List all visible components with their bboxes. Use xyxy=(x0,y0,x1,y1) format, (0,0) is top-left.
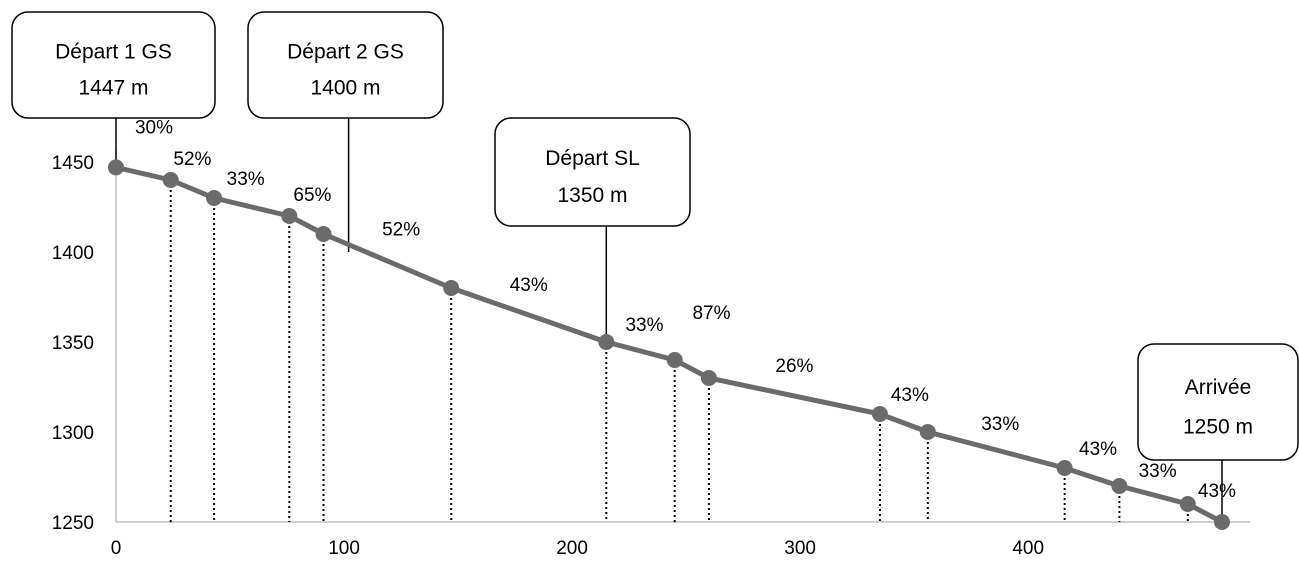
x-tick-label: 200 xyxy=(556,538,588,559)
y-tick-label: 1250 xyxy=(52,513,94,534)
callout-altitude: 1400 m xyxy=(310,76,380,99)
callout-box-frame xyxy=(1137,343,1299,461)
drop-lines xyxy=(169,180,1189,522)
callout-title: Départ 1 GS xyxy=(55,40,172,63)
callout-box: Départ SL 1350 m xyxy=(494,117,691,227)
data-point xyxy=(1056,460,1073,476)
data-point xyxy=(919,424,936,440)
callout-title: Arrivée xyxy=(1185,376,1252,399)
y-tick-label: 1350 xyxy=(52,333,94,354)
axes: 1250 1300 1350 1400 1450 0 100 200 300 400 xyxy=(52,150,1250,559)
callout-box-frame xyxy=(11,11,216,119)
x-tick-label: 400 xyxy=(1012,538,1044,559)
y-tick-label: 1300 xyxy=(52,423,94,444)
data-point xyxy=(315,226,332,242)
segment-gradient-label: 43% xyxy=(510,275,548,296)
x-tick-label: 0 xyxy=(111,538,122,559)
segment-gradient-label: 43% xyxy=(1198,481,1236,502)
callout-altitude: 1250 m xyxy=(1183,416,1253,439)
data-point xyxy=(108,159,124,176)
data-point xyxy=(206,190,223,206)
segment-gradient-label: 43% xyxy=(1079,439,1117,460)
callout-box: Départ 2 GS 1400 m xyxy=(247,11,444,119)
segment-gradient-label: 87% xyxy=(692,303,730,324)
segment-gradient-label: 65% xyxy=(293,185,331,206)
profile-series xyxy=(108,159,1230,530)
x-tick-label: 300 xyxy=(784,538,816,559)
callout-box: Arrivée 1250 m xyxy=(1137,343,1299,461)
segment-gradient-label: 33% xyxy=(981,414,1019,435)
data-point xyxy=(1179,496,1196,512)
segment-gradient-label: 33% xyxy=(1139,461,1177,482)
segment-gradient-labels: 30%52%33%65%52%43%33%87%26%43%33%43%33%4… xyxy=(135,117,1236,502)
segment-gradient-label: 26% xyxy=(775,356,813,377)
segment-gradient-label: 52% xyxy=(173,149,211,170)
segment-gradient-label: 30% xyxy=(135,117,173,138)
callout-box-frame xyxy=(494,117,691,227)
callout-altitude: 1350 m xyxy=(557,184,627,207)
callout-box-frame xyxy=(247,11,444,119)
segment-gradient-label: 43% xyxy=(891,385,929,406)
segment-gradient-label: 33% xyxy=(625,315,663,336)
callout-title: Départ 2 GS xyxy=(287,40,404,63)
data-point xyxy=(598,334,615,350)
data-point xyxy=(443,280,460,296)
callout-leaders xyxy=(115,118,1223,522)
data-point xyxy=(700,370,717,386)
data-point xyxy=(162,172,179,188)
callout-altitude: 1447 m xyxy=(78,76,148,99)
segment-gradient-label: 33% xyxy=(227,169,265,190)
y-tick-label: 1400 xyxy=(52,243,94,264)
data-point xyxy=(871,406,888,422)
y-tick-label: 1450 xyxy=(52,153,94,174)
callout-box: Départ 1 GS 1447 m xyxy=(11,11,216,119)
data-point xyxy=(666,352,683,368)
data-point xyxy=(281,208,298,224)
segment-gradient-label: 52% xyxy=(382,219,420,240)
data-point xyxy=(1111,478,1128,494)
x-tick-label: 100 xyxy=(328,538,360,559)
data-point xyxy=(1214,514,1230,530)
callout-title: Départ SL xyxy=(545,147,640,170)
